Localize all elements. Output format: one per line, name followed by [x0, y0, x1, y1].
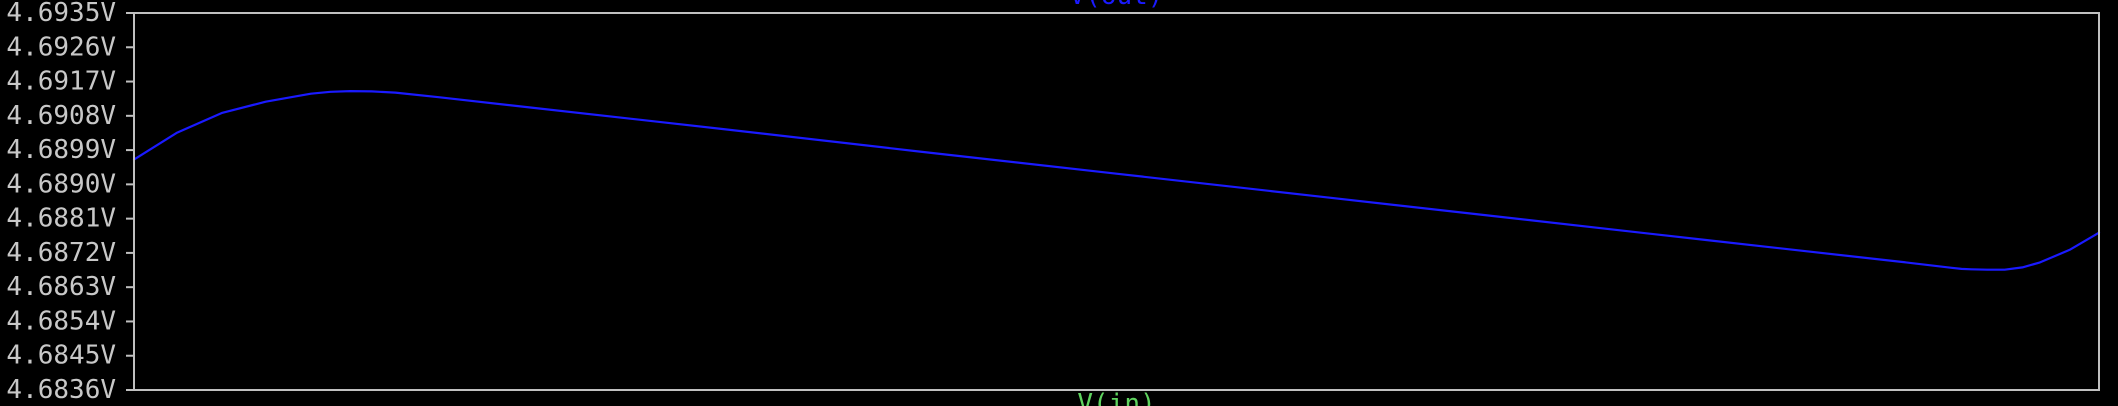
y-tick-label: 4.6890V — [6, 169, 116, 199]
y-tick-label: 4.6908V — [6, 101, 116, 131]
y-axis-ticks: 4.6935V 4.6926V 4.6917V 4.6908V 4.6899V 4.689… — [6, 0, 134, 405]
y-tick-label: 4.6881V — [6, 204, 116, 234]
x-axis-label: V(in) — [1077, 389, 1155, 406]
series-line-vout — [132, 89, 2101, 271]
y-tick-label: 4.6863V — [6, 272, 116, 302]
y-tick-label: 4.6899V — [6, 135, 116, 165]
chart-title: V(out) — [1070, 0, 1164, 11]
y-tick-label: 4.6854V — [6, 306, 116, 336]
y-tick-label: 4.6845V — [6, 341, 116, 371]
series-layer — [132, 89, 2101, 271]
plot-frame — [133, 12, 2100, 391]
y-tick-label: 4.6872V — [6, 238, 116, 268]
y-tick-label: 4.6917V — [6, 67, 116, 97]
y-tick-label: 4.6836V — [6, 375, 116, 405]
y-tick-label: 4.6926V — [6, 32, 116, 62]
y-tick-label: 4.6935V — [6, 0, 116, 28]
